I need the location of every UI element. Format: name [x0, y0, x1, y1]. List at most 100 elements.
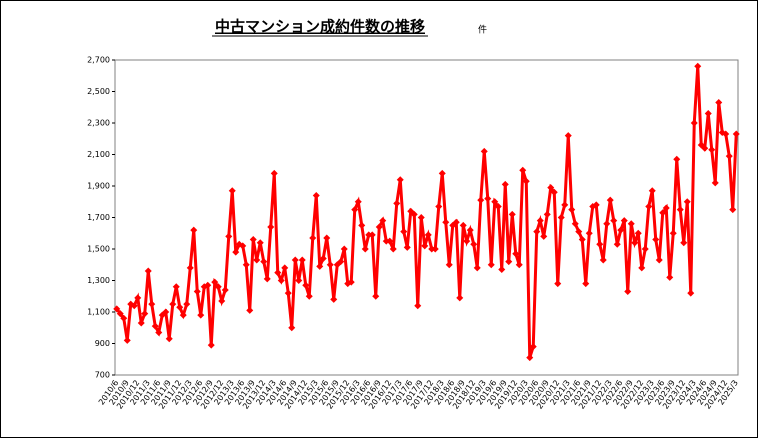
marker — [239, 242, 247, 250]
marker — [610, 217, 618, 225]
marker — [627, 220, 635, 228]
marker — [578, 236, 586, 244]
marker — [445, 261, 453, 269]
marker — [708, 146, 716, 154]
marker — [414, 302, 422, 310]
marker — [505, 258, 513, 266]
marker — [396, 176, 404, 184]
marker — [617, 226, 625, 234]
marker — [463, 237, 471, 245]
marker — [564, 132, 572, 140]
marker — [221, 286, 229, 294]
marker — [330, 295, 338, 303]
marker — [561, 201, 569, 209]
marker — [155, 328, 163, 336]
marker — [498, 265, 506, 273]
marker — [274, 269, 282, 277]
marker — [652, 236, 660, 244]
marker — [729, 206, 737, 214]
marker — [291, 256, 299, 264]
marker — [704, 110, 712, 118]
marker — [494, 202, 502, 210]
marker — [683, 198, 691, 206]
marker — [512, 250, 520, 258]
marker — [260, 258, 268, 266]
marker — [141, 310, 149, 318]
marker — [151, 322, 159, 330]
marker — [606, 196, 614, 204]
marker — [641, 245, 649, 253]
marker — [421, 242, 429, 250]
marker — [431, 245, 439, 253]
marker — [218, 297, 226, 305]
marker — [242, 261, 250, 269]
marker — [354, 198, 362, 206]
marker — [711, 179, 719, 187]
marker — [459, 221, 467, 229]
marker — [270, 169, 278, 177]
marker — [599, 256, 607, 264]
marker — [319, 254, 327, 262]
y-tick-label: 1,700 — [87, 213, 110, 222]
marker — [183, 300, 191, 308]
marker — [134, 294, 142, 302]
y-tick-label: 2,500 — [87, 87, 110, 96]
marker — [480, 147, 488, 155]
marker — [207, 341, 215, 349]
y-tick-label: 1,900 — [87, 182, 110, 191]
chart-title: 中古マンション成約件数の推移 — [215, 18, 425, 36]
marker — [676, 206, 684, 214]
marker — [389, 245, 397, 253]
marker — [281, 264, 289, 272]
marker — [648, 187, 656, 195]
marker — [470, 240, 478, 248]
marker — [403, 243, 411, 251]
marker — [620, 217, 628, 225]
marker — [253, 256, 261, 264]
marker — [669, 229, 677, 237]
marker — [179, 311, 187, 319]
marker — [547, 184, 555, 192]
marker — [526, 354, 534, 362]
marker — [694, 62, 702, 70]
marker — [571, 220, 579, 228]
marker — [368, 231, 376, 239]
marker — [169, 300, 177, 308]
y-tick-label: 2,700 — [87, 56, 110, 65]
marker — [533, 228, 541, 236]
unit-label: 件 — [478, 24, 487, 36]
marker — [424, 231, 432, 239]
marker — [442, 218, 450, 226]
marker — [323, 234, 331, 242]
marker — [452, 218, 460, 226]
marker — [456, 294, 464, 302]
marker — [176, 303, 184, 311]
marker — [522, 177, 530, 185]
marker — [624, 288, 632, 296]
marker — [137, 319, 145, 327]
marker — [687, 289, 695, 297]
marker — [288, 324, 296, 332]
marker — [477, 196, 485, 204]
marker — [585, 229, 593, 237]
marker — [484, 195, 492, 203]
marker — [375, 223, 383, 231]
marker — [267, 223, 275, 231]
marker — [351, 206, 359, 214]
marker — [116, 310, 124, 318]
marker — [232, 248, 240, 256]
marker — [582, 280, 590, 288]
marker — [575, 228, 583, 236]
marker — [554, 280, 562, 288]
marker — [309, 234, 317, 242]
marker — [148, 300, 156, 308]
marker — [193, 288, 201, 296]
marker — [466, 226, 474, 234]
marker — [638, 264, 646, 272]
marker — [284, 289, 292, 297]
marker — [298, 256, 306, 264]
marker — [603, 220, 611, 228]
y-tick-label: 2,300 — [87, 119, 110, 128]
marker — [592, 201, 600, 209]
